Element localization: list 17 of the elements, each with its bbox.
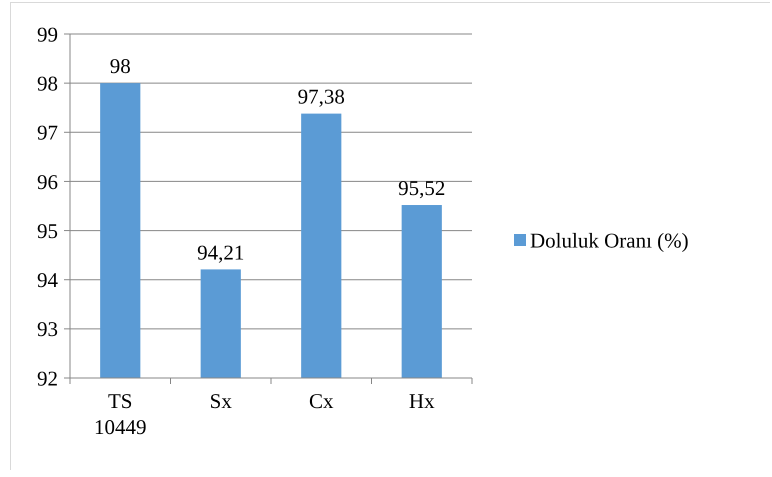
legend-label: Doluluk Oranı (%) [530, 228, 689, 252]
data-label: 98 [110, 54, 131, 78]
x-tick-label: Sx [210, 389, 232, 413]
y-tick-label: 96 [37, 170, 58, 194]
y-tick-label: 95 [37, 218, 58, 243]
y-tick-label: 99 [37, 22, 58, 46]
y-tick-label: 98 [37, 71, 58, 96]
x-tick-label: Cx [308, 389, 334, 413]
y-tick-label: 93 [37, 317, 58, 342]
y-tick-label: 94 [37, 268, 58, 292]
y-tick-label: 97 [37, 120, 58, 145]
x-tick-label: TS 10449 [94, 389, 146, 439]
data-label: 97,38 [298, 84, 345, 109]
x-tick-label: Hx [408, 389, 436, 413]
y-tick-label: 92 [37, 366, 58, 390]
data-label: 95,52 [398, 176, 446, 200]
data-label: 94,21 [197, 240, 244, 264]
